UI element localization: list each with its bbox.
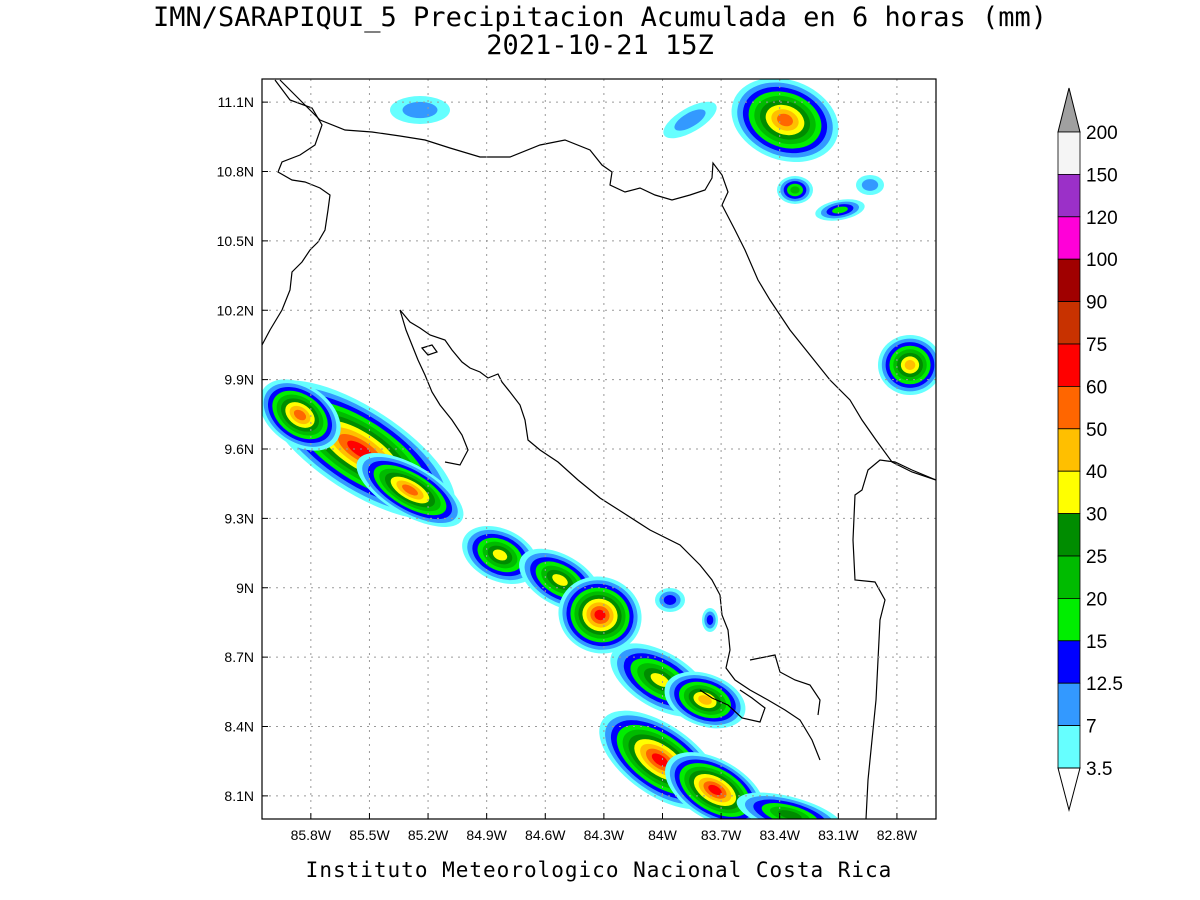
x-tick-label: 85.8W: [291, 827, 332, 843]
colorbar-swatch: [1057, 470, 1081, 515]
colorbar-label: 20: [1086, 589, 1107, 610]
y-tick-label: 11.1N: [218, 94, 254, 110]
colorbar-label: 100: [1086, 250, 1118, 271]
colorbar-under-triangle: [1057, 767, 1081, 812]
coastline: [279, 79, 729, 206]
x-tick-label: 85.2W: [408, 827, 449, 843]
colorbar-label: 25: [1086, 547, 1107, 568]
precip-contour: [861, 179, 879, 191]
colorbar-label: 15: [1086, 632, 1107, 653]
colorbar-swatch: [1057, 428, 1081, 472]
colorbar-swatch: [1057, 682, 1081, 727]
y-tick-label: 9N: [236, 580, 254, 596]
map-footer: Instituto Meteorologico Nacional Costa R…: [305, 858, 893, 882]
colorbar-label: 120: [1086, 208, 1118, 229]
precip-contour: [402, 101, 438, 119]
colorbar-label: 60: [1086, 377, 1107, 398]
precip-contour: [698, 695, 712, 705]
precip-contour: [777, 113, 793, 127]
y-axis: 11.1N 10.8N 10.5N 10.2N 9.9N 9.6N 9.3N 9N 8.7N 8.…: [217, 94, 268, 804]
colorbar-legend: 200 150 120 100 90 75 60 50 40 30 25 20 15 12.5 7 3.5: [1057, 87, 1123, 812]
coastline: [721, 204, 936, 481]
colorbar-swatch: [1057, 343, 1081, 387]
y-tick-label: 10.5N: [217, 233, 254, 249]
precip-contour: [708, 784, 722, 796]
colorbar-label: 7: [1086, 717, 1097, 738]
colorbar-swatch: [1057, 598, 1081, 642]
precip-contour: [790, 186, 800, 194]
y-tick-label: 9.9N: [224, 372, 254, 388]
y-tick-label: 8.4N: [224, 719, 254, 735]
coastline: [399, 309, 469, 466]
precip-contour: [594, 609, 606, 621]
colorbar-swatch: [1057, 725, 1081, 769]
x-tick-label: 84.3W: [584, 827, 625, 843]
y-tick-label: 9.6N: [224, 441, 254, 457]
coastline: [749, 654, 821, 716]
precip-contour: [663, 595, 677, 605]
colorbar-label: 30: [1086, 505, 1107, 526]
coastline: [852, 459, 936, 819]
x-tick-label: 83.1W: [818, 827, 859, 843]
coastline: [420, 344, 438, 356]
colorbar-swatch: [1057, 301, 1081, 345]
precip-contour: [552, 574, 568, 586]
colorbar-label: 50: [1086, 420, 1107, 441]
x-tick-label: 82.8W: [877, 827, 918, 843]
precip-contour: [402, 484, 418, 496]
precip-contour: [832, 206, 848, 214]
precip-contour: [706, 615, 714, 625]
colorbar-label: 90: [1086, 293, 1107, 314]
y-tick-label: 10.8N: [217, 164, 254, 180]
colorbar-swatch: [1057, 258, 1081, 303]
precip-contour: [904, 360, 916, 370]
x-tick-label: 85.5W: [349, 827, 390, 843]
colorbar-swatch: [1057, 555, 1081, 599]
x-tick-label: 84.6W: [525, 827, 566, 843]
colorbar-label: 75: [1086, 335, 1107, 356]
coastline: [699, 689, 766, 723]
colorbar-label: 12.5: [1086, 674, 1123, 695]
gridlines: [262, 79, 936, 819]
colorbar-swatch: [1057, 385, 1081, 430]
colorbar-over-triangle: [1057, 87, 1081, 133]
precip-contour: [651, 753, 669, 767]
y-tick-label: 8.1N: [224, 788, 254, 804]
colorbar-label: 150: [1086, 165, 1118, 186]
precip-contour: [674, 109, 706, 131]
precip-contour: [293, 409, 307, 421]
colorbar-swatch: [1057, 640, 1081, 684]
x-tick-label: 83.4W: [759, 827, 800, 843]
coastline: [399, 309, 821, 761]
colorbar-swatch: [1057, 216, 1081, 260]
coastline: [262, 79, 331, 346]
y-tick-label: 8.7N: [224, 649, 254, 665]
colorbar-swatch: [1057, 513, 1081, 557]
coastline-layer: [262, 79, 936, 819]
map-subtitle: 2021-10-21 15Z: [486, 30, 714, 61]
x-tick-label: 84.9W: [466, 827, 507, 843]
colorbar-swatch: [1057, 131, 1081, 175]
x-tick-label: 83.7W: [701, 827, 742, 843]
precip-contour: [778, 810, 802, 819]
precip-contour: [492, 549, 508, 561]
colorbar-swatch: [1057, 173, 1081, 218]
precip-contour: [650, 673, 670, 687]
colorbar-label: 3.5: [1086, 759, 1112, 780]
colorbar-label: 40: [1086, 462, 1107, 483]
x-tick-label: 84W: [648, 827, 678, 843]
map-title: IMN/SARAPIQUI_5 Precipitacion Acumulada …: [152, 2, 1048, 33]
y-tick-label: 9.3N: [224, 510, 254, 526]
colorbar-label: 200: [1086, 123, 1118, 144]
x-axis: 85.8W 85.5W 85.2W 84.9W 84.6W 84.3W 84W 83.7W 83…: [291, 813, 918, 843]
y-tick-label: 10.2N: [217, 302, 254, 318]
precipitation-field: [262, 79, 936, 819]
